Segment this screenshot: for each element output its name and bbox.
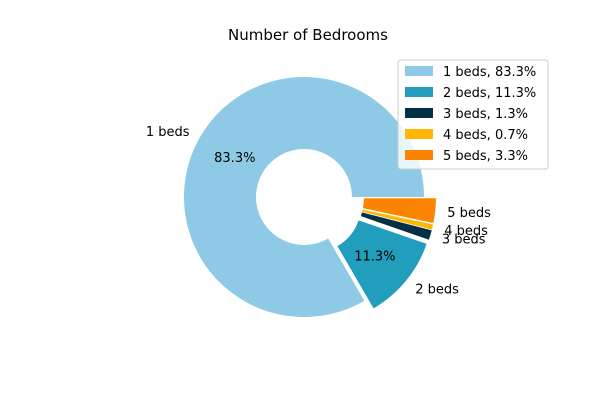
legend-swatch — [405, 66, 433, 76]
slice-percent-label: 83.3% — [214, 151, 255, 166]
slices-group — [184, 77, 436, 318]
slice-3-beds — [360, 212, 432, 240]
chart-title: Number of Bedrooms — [228, 26, 388, 44]
slice-1-beds — [184, 77, 424, 318]
slice-2-beds — [337, 220, 427, 309]
legend: 1 beds, 83.3% 2 beds, 11.3% 3 beds, 1.3% 4 … — [397, 59, 549, 170]
legend-entry: 5 beds, 3.3% — [443, 149, 528, 164]
legend-swatch — [405, 87, 433, 97]
legend-entry: 1 beds, 83.3% — [443, 65, 536, 80]
legend-frame — [397, 59, 549, 170]
slice-label: 4 beds — [444, 224, 488, 239]
legend-swatch — [405, 129, 433, 139]
slice-label: 2 beds — [415, 283, 459, 298]
legend-entry: 4 beds, 0.7% — [443, 128, 528, 143]
slice-label: 3 beds — [442, 233, 486, 248]
legend-entry: 2 beds, 11.3% — [443, 86, 536, 101]
slice-5-beds — [362, 198, 436, 223]
legend-entry: 3 beds, 1.3% — [443, 107, 528, 122]
slice-percent-label: 11.3% — [354, 249, 395, 264]
slice-4-beds — [362, 209, 434, 230]
slice-label: 5 beds — [447, 206, 491, 221]
legend-swatch — [405, 108, 433, 118]
slice-label: 1 beds — [146, 125, 190, 140]
legend-swatch — [405, 150, 433, 160]
